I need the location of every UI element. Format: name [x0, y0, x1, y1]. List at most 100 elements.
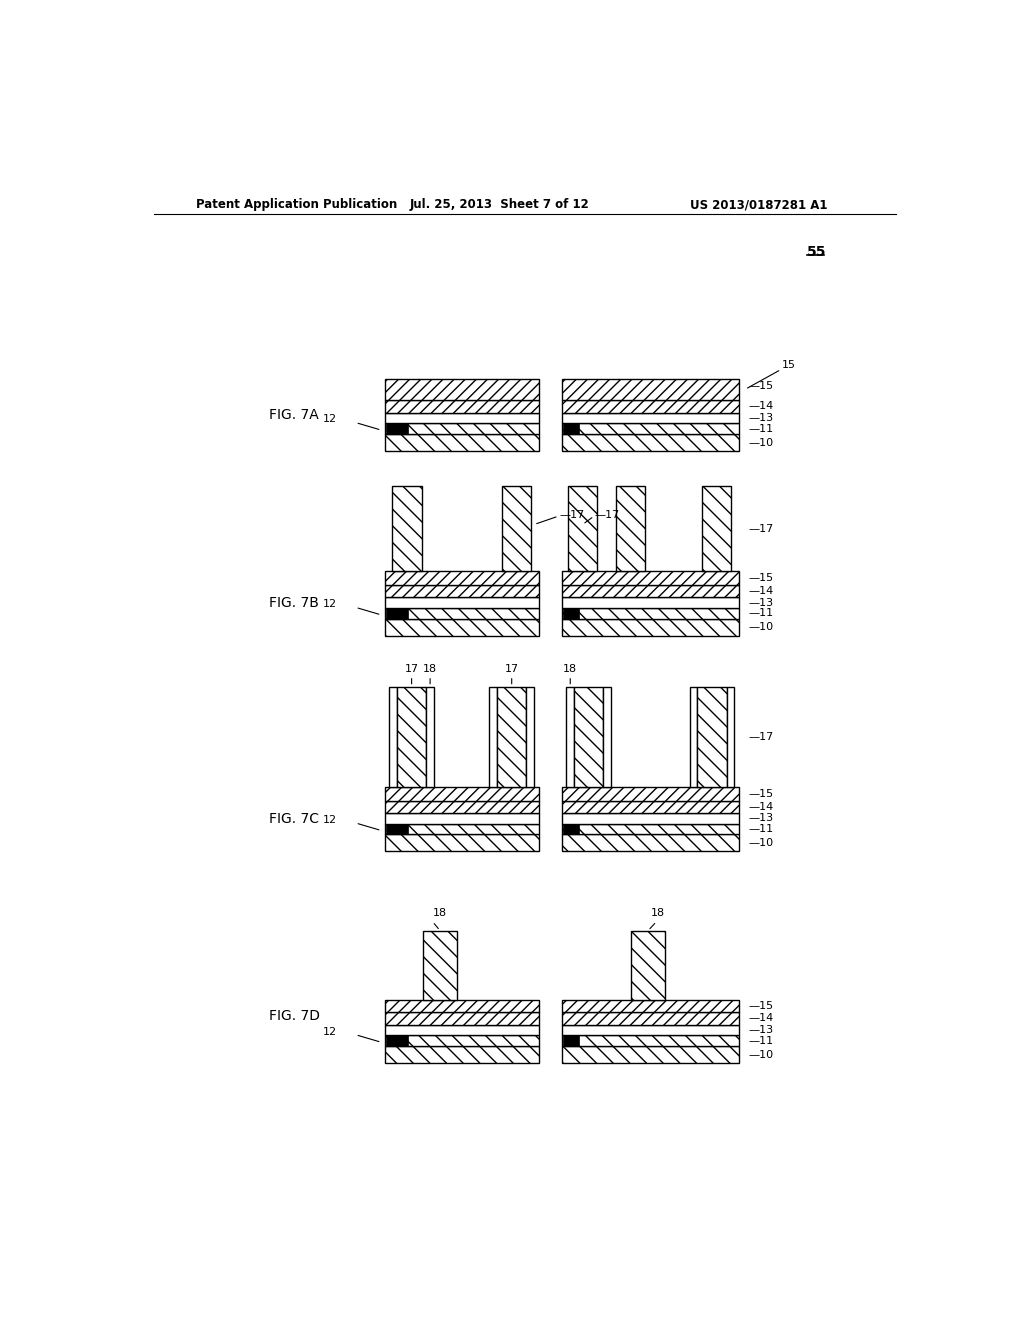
Bar	[562, 434, 739, 451]
Bar	[385, 1047, 539, 1063]
Text: —17: —17	[749, 524, 773, 533]
Text: —15: —15	[749, 1001, 773, 1011]
Bar	[502, 487, 531, 572]
Bar	[631, 931, 665, 1001]
Bar	[562, 609, 739, 619]
Bar	[701, 487, 731, 572]
Bar	[385, 800, 539, 813]
Text: 17: 17	[404, 664, 419, 675]
Bar	[562, 1001, 739, 1012]
Text: —15: —15	[749, 573, 773, 583]
Bar	[562, 379, 739, 400]
Text: 12: 12	[323, 599, 337, 610]
Bar	[392, 487, 422, 572]
Bar	[385, 1024, 539, 1035]
Text: —14: —14	[749, 1014, 773, 1023]
Bar	[397, 686, 426, 787]
Bar	[526, 686, 535, 787]
Text: —10: —10	[749, 437, 773, 447]
Bar	[385, 609, 539, 619]
Bar	[386, 824, 408, 834]
Bar	[385, 597, 539, 609]
Text: —17: —17	[595, 510, 621, 520]
Text: —11: —11	[749, 1036, 773, 1045]
Text: —14: —14	[749, 801, 773, 812]
Text: 12: 12	[323, 414, 337, 425]
Bar	[562, 1035, 739, 1047]
Text: 15: 15	[782, 360, 796, 370]
Text: 55: 55	[807, 244, 826, 259]
Bar	[562, 400, 739, 413]
Bar	[385, 585, 539, 597]
Text: FIG. 7C: FIG. 7C	[269, 812, 319, 826]
Bar	[562, 824, 739, 834]
Bar	[562, 1047, 739, 1063]
Bar	[562, 1024, 739, 1035]
Bar	[385, 1012, 539, 1024]
Bar	[386, 424, 408, 434]
Bar	[563, 1035, 579, 1047]
Bar	[497, 686, 526, 787]
Bar	[385, 824, 539, 834]
Text: 18: 18	[423, 664, 437, 675]
Bar	[697, 686, 727, 787]
Bar	[385, 424, 539, 434]
Bar	[562, 572, 739, 585]
Bar	[689, 686, 697, 787]
Bar	[574, 686, 603, 787]
Bar	[385, 1035, 539, 1047]
Bar	[385, 400, 539, 413]
Text: —11: —11	[749, 424, 773, 434]
Text: FIG. 7D: FIG. 7D	[269, 1010, 321, 1023]
Bar	[562, 787, 739, 800]
Text: —13: —13	[749, 598, 773, 607]
Text: —13: —13	[749, 413, 773, 422]
Bar	[385, 813, 539, 824]
Bar	[385, 434, 539, 451]
Bar	[385, 619, 539, 636]
Bar	[562, 619, 739, 636]
Text: —17: —17	[559, 510, 585, 520]
Bar	[562, 412, 739, 424]
Text: —15: —15	[749, 788, 773, 799]
Text: —10: —10	[749, 622, 773, 632]
Bar	[603, 686, 611, 787]
Bar	[386, 1035, 408, 1047]
Text: —13: —13	[749, 813, 773, 824]
Text: 17: 17	[505, 664, 519, 675]
Bar	[385, 412, 539, 424]
Bar	[562, 800, 739, 813]
Bar	[489, 686, 497, 787]
Bar	[385, 834, 539, 851]
Bar	[385, 572, 539, 585]
Text: —11: —11	[749, 609, 773, 619]
Text: 18: 18	[563, 664, 578, 675]
Text: 12: 12	[323, 1027, 337, 1036]
Text: —10: —10	[749, 838, 773, 847]
Text: —11: —11	[749, 824, 773, 834]
Bar	[568, 487, 597, 572]
Text: FIG. 7B: FIG. 7B	[269, 597, 319, 610]
Bar	[562, 424, 739, 434]
Text: FIG. 7A: FIG. 7A	[269, 408, 318, 422]
Bar	[566, 686, 574, 787]
Bar	[423, 931, 457, 1001]
Bar	[563, 824, 579, 834]
Text: 12: 12	[323, 814, 337, 825]
Bar	[727, 686, 734, 787]
Bar	[562, 1012, 739, 1024]
Text: 18: 18	[651, 908, 666, 919]
Bar	[385, 787, 539, 800]
Bar	[562, 834, 739, 851]
Text: —17: —17	[749, 731, 773, 742]
Bar	[386, 609, 408, 619]
Text: Patent Application Publication: Patent Application Publication	[196, 198, 397, 211]
Text: —14: —14	[749, 401, 773, 412]
Bar	[563, 609, 579, 619]
Text: —10: —10	[749, 1049, 773, 1060]
Text: —15: —15	[749, 381, 773, 391]
Bar	[562, 585, 739, 597]
Bar	[385, 1001, 539, 1012]
Text: 18: 18	[433, 908, 447, 919]
Text: Jul. 25, 2013  Sheet 7 of 12: Jul. 25, 2013 Sheet 7 of 12	[410, 198, 589, 211]
